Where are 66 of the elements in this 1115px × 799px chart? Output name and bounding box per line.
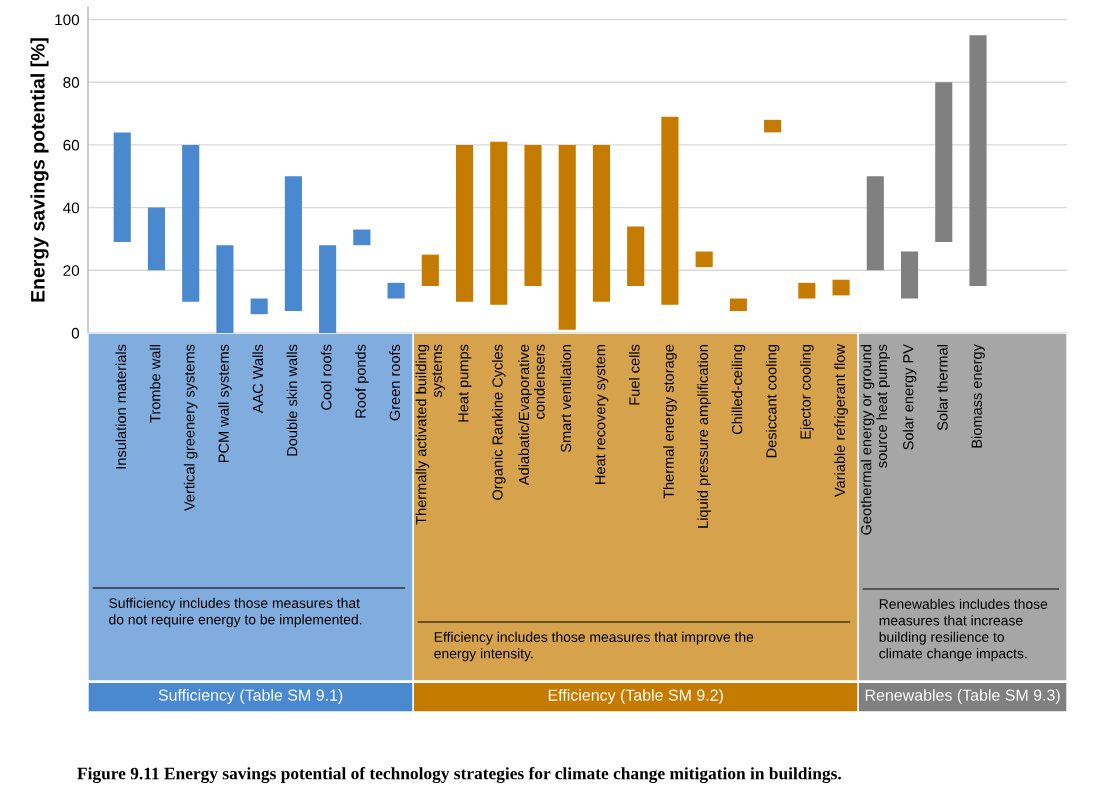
y-tick-label: 80 bbox=[63, 77, 80, 88]
x-tick-label: Green roofs bbox=[389, 344, 400, 421]
x-tick-label: Solar thermal bbox=[936, 345, 948, 431]
text: Renewables includes those measures that increase building resilience to climate change impacts. bbox=[879, 598, 1048, 662]
y-tick-label: 20 bbox=[63, 265, 80, 276]
bar bbox=[216, 245, 234, 333]
bar bbox=[490, 141, 508, 305]
text: Efficiency includes those measures that improve the energy intensity. bbox=[434, 631, 754, 662]
x-tick-label: Variable refrigerant flow bbox=[834, 344, 848, 497]
text: Sufficiency (Table SM 9.1) bbox=[158, 689, 343, 704]
bar bbox=[592, 144, 611, 302]
bar bbox=[558, 144, 576, 330]
x-tick-label: Cool roofs bbox=[320, 344, 332, 410]
x-tick-label: Liquid pressure amplification bbox=[697, 345, 711, 528]
bar bbox=[866, 176, 884, 271]
x-tick-label: Thermal energy storage bbox=[663, 344, 677, 499]
bar bbox=[319, 245, 337, 333]
x-tick-label: Geothermal energy or ground source heat pumps bbox=[860, 344, 890, 535]
x-tick-label: Chilled-ceiling bbox=[731, 345, 746, 435]
x-tick-label: Heat recovery system bbox=[595, 345, 609, 484]
x-tick-label: Organic Rankine Cycles bbox=[491, 344, 506, 500]
bar bbox=[524, 144, 542, 286]
bar bbox=[695, 251, 713, 268]
bar bbox=[627, 226, 645, 286]
x-tick-label: Trombe wall bbox=[149, 345, 161, 423]
bar bbox=[832, 279, 850, 296]
bar bbox=[284, 176, 302, 312]
bar bbox=[900, 251, 919, 299]
bar bbox=[455, 144, 474, 302]
y-tick-label: 60 bbox=[63, 139, 80, 151]
x-tick-label: Insulation materials bbox=[115, 344, 127, 469]
bar bbox=[421, 254, 439, 286]
text: Renewables (Table SM 9.3) bbox=[865, 689, 1060, 704]
x-tick-label: Heat pumps bbox=[458, 344, 472, 422]
x-tick-label: Thermally activated building systems bbox=[415, 344, 445, 525]
x-tick-label: PCM wall systems bbox=[218, 344, 232, 463]
bar bbox=[353, 229, 371, 246]
x-tick-label: Vertical greenery systems bbox=[183, 344, 198, 511]
y-tick-label: 0 bbox=[71, 327, 80, 339]
x-tick-label: AAC Walls bbox=[252, 344, 264, 414]
bar bbox=[387, 282, 405, 299]
x-tick-label: Fuel cells bbox=[628, 344, 640, 405]
x-tick-label: Double skin walls bbox=[286, 344, 298, 456]
bar bbox=[147, 207, 166, 271]
bar bbox=[182, 144, 200, 302]
x-tick-label: Adiabatic/Evaporative condensers bbox=[518, 344, 545, 486]
bar bbox=[935, 82, 953, 243]
x-tick-label: Solar energy PV bbox=[902, 344, 917, 450]
y-tick-label: 100 bbox=[55, 14, 80, 26]
bar bbox=[661, 116, 679, 305]
bar bbox=[764, 119, 782, 133]
text: Sufficiency includes those measures that do not require energy to be implemented. bbox=[109, 597, 362, 628]
y-axis-title: Energy savings potential [%] bbox=[30, 38, 49, 302]
bar bbox=[729, 298, 747, 312]
y-tick-label: 40 bbox=[63, 202, 80, 214]
text: Figure 9.11 Energy savings potential of technology strategies for climate change mitigation in buildings. bbox=[77, 766, 841, 784]
x-tick-label: Biomass energy bbox=[971, 344, 985, 448]
bar bbox=[250, 298, 268, 315]
bar bbox=[798, 282, 816, 299]
text: Efficiency (Table SM 9.2) bbox=[548, 689, 723, 704]
x-tick-label: Roof ponds bbox=[355, 344, 369, 418]
x-tick-label: Ejector cooling bbox=[800, 345, 814, 439]
bar bbox=[113, 132, 131, 243]
x-tick-label: Desiccant cooling bbox=[765, 345, 780, 458]
bar bbox=[969, 35, 987, 286]
x-tick-label: Smart ventilation bbox=[560, 345, 572, 453]
